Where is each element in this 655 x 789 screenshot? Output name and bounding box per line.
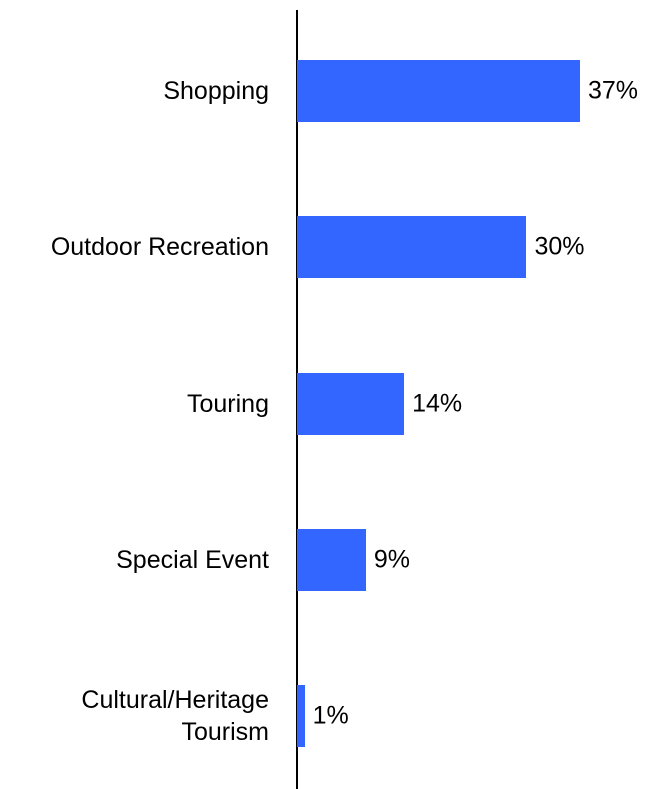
value-label: 9% [373, 545, 410, 574]
category-label: Outdoor Recreation [50, 233, 269, 262]
value-label: 37% [588, 76, 639, 105]
bar [297, 372, 405, 435]
bar [297, 60, 580, 122]
category-label: Cultural/Heritage Tourism [81, 686, 269, 747]
value-label: 14% [412, 389, 463, 418]
bar [297, 528, 366, 591]
value-label: 1% [312, 701, 349, 730]
category-label: Special Event [116, 545, 269, 574]
value-label: 30% [534, 232, 585, 261]
bar [297, 685, 305, 748]
category-label: Touring [187, 389, 269, 418]
bar [297, 216, 527, 279]
category-label: Shopping [163, 77, 269, 105]
axis-line [296, 10, 298, 789]
